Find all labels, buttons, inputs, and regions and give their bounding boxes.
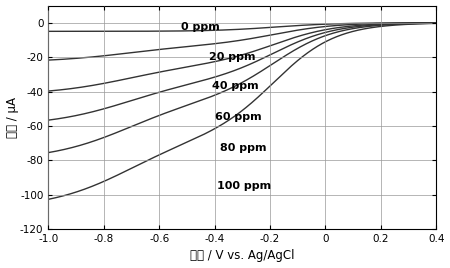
Text: 40 ppm: 40 ppm — [212, 81, 258, 91]
Text: 20 ppm: 20 ppm — [209, 52, 256, 62]
Text: 80 ppm: 80 ppm — [220, 143, 266, 153]
X-axis label: 電位 / V vs. Ag/AgCl: 電位 / V vs. Ag/AgCl — [190, 250, 294, 262]
Text: 60 ppm: 60 ppm — [215, 112, 261, 122]
Text: 0 ppm: 0 ppm — [181, 22, 220, 32]
Text: 100 ppm: 100 ppm — [217, 181, 271, 191]
Y-axis label: 電流 / μA: 電流 / μA — [5, 97, 18, 138]
